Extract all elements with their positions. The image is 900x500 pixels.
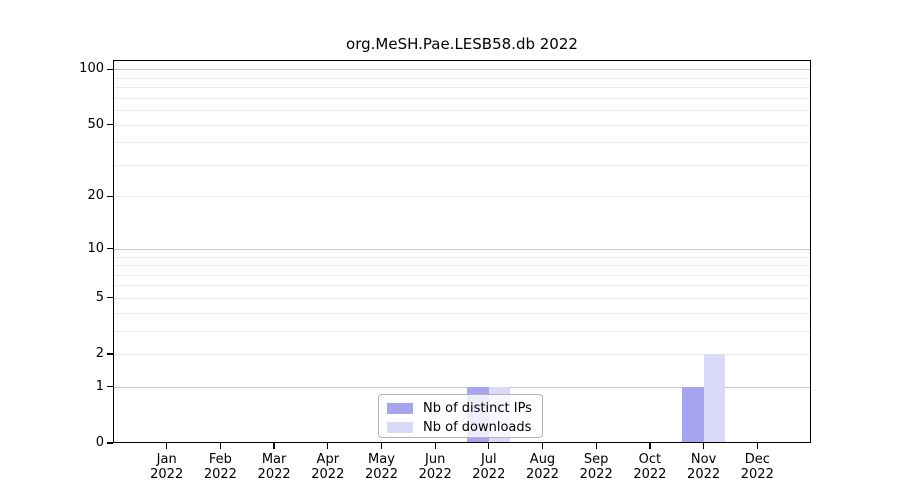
- y-tick-mark-5: [107, 297, 113, 299]
- y-tick-mark-20: [107, 195, 113, 197]
- x-tick-mark-mar: [273, 443, 275, 449]
- gridline-7: [113, 274, 811, 276]
- y-tick-mark-0: [107, 442, 113, 444]
- x-tick-mark-dec: [756, 443, 758, 449]
- y-tick-mark-1: [107, 386, 113, 388]
- bar-ips-nov: [682, 386, 704, 443]
- gridline-70: [113, 97, 811, 99]
- y-tick-label-2: 2: [95, 346, 104, 361]
- x-tick-label-jan: Jan 2022: [150, 452, 184, 482]
- x-tick-mark-oct: [649, 443, 651, 449]
- gridline-80: [113, 87, 811, 88]
- x-tick-label-feb: Feb 2022: [203, 452, 237, 482]
- y-tick-label-10: 10: [87, 240, 104, 256]
- gridline-50: [113, 124, 811, 126]
- gridline-6: [113, 285, 811, 287]
- gridline-3: [113, 330, 811, 332]
- x-tick-label-oct: Oct 2022: [633, 452, 667, 482]
- x-tick-mark-jan: [166, 443, 168, 449]
- x-tick-mark-may: [380, 443, 383, 449]
- plot-area: [113, 60, 811, 443]
- y-tick-label-1: 1: [95, 378, 104, 394]
- y-tick-mark-10: [107, 248, 113, 250]
- gridline-60: [113, 109, 811, 111]
- y-tick-label-0: 0: [95, 435, 104, 450]
- legend: Nb of distinct IPs Nb of downloads: [378, 394, 543, 438]
- y-tick-label-20: 20: [87, 188, 104, 204]
- legend-label-distinct-ips: Nb of distinct IPs: [423, 401, 532, 416]
- gridline-30: [113, 164, 811, 166]
- gridline-100: [113, 69, 811, 71]
- x-tick-mark-jul: [488, 443, 490, 449]
- x-tick-mark-feb: [219, 443, 221, 449]
- legend-item-distinct-ips: Nb of distinct IPs: [387, 400, 534, 417]
- x-tick-mark-nov: [703, 443, 705, 449]
- x-tick-label-jun: Jun 2022: [418, 452, 452, 482]
- gridline-8: [113, 265, 811, 266]
- x-tick-label-nov: Nov 2022: [687, 452, 721, 482]
- legend-item-downloads: Nb of downloads: [387, 419, 534, 436]
- y-tick-label-5: 5: [95, 289, 104, 305]
- x-tick-label-dec: Dec 2022: [740, 452, 774, 482]
- x-tick-label-sep: Sep 2022: [579, 452, 613, 482]
- y-tick-mark-2: [107, 353, 113, 355]
- gridline-4: [113, 312, 811, 314]
- gridline-40: [113, 142, 811, 144]
- gridline-1: [113, 386, 811, 388]
- legend-label-downloads: Nb of downloads: [423, 420, 532, 435]
- gridline-20: [113, 196, 811, 198]
- gridline-10: [113, 248, 811, 250]
- x-tick-label-jul: Jul 2022: [472, 452, 506, 482]
- x-tick-label-apr: Apr 2022: [311, 452, 345, 482]
- x-tick-mark-aug: [541, 443, 544, 449]
- y-tick-label-100: 100: [79, 61, 104, 77]
- y-tick-label-50: 50: [87, 116, 104, 132]
- legend-swatch-downloads-icon: [387, 422, 413, 433]
- gridline-2: [113, 354, 811, 355]
- gridline-9: [113, 256, 811, 258]
- x-tick-mark-sep: [595, 443, 597, 449]
- y-tick-mark-100: [107, 68, 113, 70]
- gridline-5: [113, 297, 811, 299]
- bar-downloads-nov: [703, 354, 726, 443]
- x-tick-mark-jun: [434, 443, 436, 449]
- y-tick-mark-50: [107, 123, 113, 126]
- x-tick-label-may: May 2022: [364, 452, 399, 482]
- legend-swatch-distinct-ips-icon: [387, 403, 413, 414]
- x-tick-label-mar: Mar 2022: [257, 452, 291, 482]
- gridline-90: [113, 77, 811, 79]
- chart-title: org.MeSH.Pae.LESB58.db 2022: [346, 35, 578, 53]
- x-tick-label-aug: Aug 2022: [525, 452, 560, 482]
- x-tick-mark-apr: [327, 443, 329, 449]
